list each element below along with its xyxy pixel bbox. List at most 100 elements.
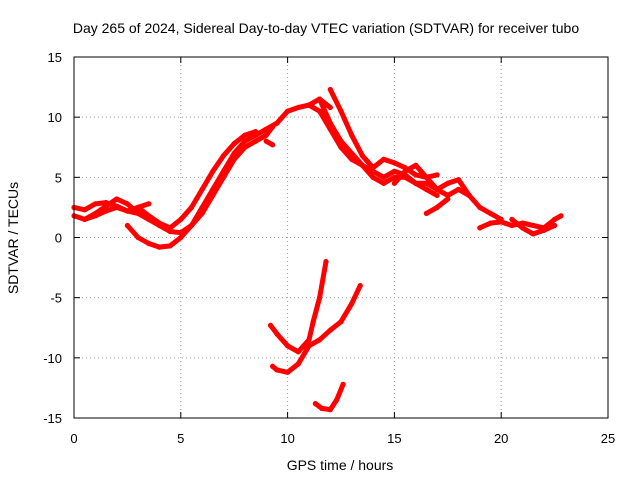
- data-point: [92, 213, 98, 219]
- y-tick-label: 15: [48, 50, 62, 65]
- data-point: [327, 104, 333, 111]
- data-point: [402, 168, 408, 174]
- data-point: [124, 201, 130, 207]
- data-point: [509, 216, 515, 222]
- data-point: [231, 150, 237, 156]
- data-point: [349, 301, 355, 307]
- data-point: [552, 222, 558, 229]
- data-point: [156, 220, 162, 226]
- data-point: [210, 168, 216, 174]
- data-point: [178, 216, 184, 222]
- data-point: [274, 367, 280, 373]
- data-point: [167, 225, 173, 231]
- data-point: [530, 231, 536, 237]
- data-point: [509, 222, 515, 229]
- data-point: [295, 361, 301, 367]
- data-point: [370, 174, 376, 180]
- data-point: [317, 295, 323, 301]
- series-arc-14: [268, 259, 329, 355]
- data-point: [103, 203, 109, 209]
- data-point: [220, 153, 227, 159]
- data-point: [82, 216, 88, 222]
- series-arc-15: [270, 283, 363, 375]
- data-point: [434, 204, 440, 210]
- data-point: [327, 120, 333, 126]
- data-point: [178, 234, 184, 241]
- data-point: [477, 204, 483, 210]
- data-point: [274, 120, 280, 126]
- data-point: [445, 196, 451, 202]
- data-point: [267, 322, 274, 328]
- data-point: [146, 213, 152, 219]
- data-point: [253, 129, 259, 135]
- x-tick-label: 5: [177, 431, 184, 446]
- data-point: [327, 407, 333, 413]
- data-point: [135, 210, 141, 216]
- data-point: [317, 108, 323, 114]
- x-tick-label: 25: [601, 431, 615, 446]
- data-point: [391, 168, 397, 174]
- x-tick-label: 15: [387, 431, 401, 446]
- data-point: [295, 349, 301, 355]
- data-point: [349, 132, 355, 138]
- data-point: [381, 180, 387, 186]
- data-point: [558, 213, 564, 219]
- data-point: [295, 104, 301, 111]
- data-point: [135, 234, 141, 241]
- data-point: [520, 225, 526, 231]
- data-point: [423, 210, 429, 216]
- data-point: [270, 142, 276, 148]
- data-point: [114, 204, 120, 210]
- data-point: [285, 343, 291, 349]
- data-point: [413, 180, 419, 186]
- y-tick-label: -5: [50, 291, 62, 306]
- data-point: [391, 180, 397, 186]
- data-point: [357, 283, 363, 289]
- x-tick-label: 0: [70, 431, 77, 446]
- data-point: [285, 369, 291, 375]
- data-point: [359, 153, 365, 159]
- chart-title: Day 265 of 2024, Sidereal Day-to-day VTE…: [73, 20, 580, 36]
- data-point: [167, 228, 173, 235]
- data-point: [338, 108, 344, 114]
- y-tick-label: -10: [43, 351, 62, 366]
- data-point: [92, 201, 98, 207]
- y-tick-label: 0: [55, 231, 62, 246]
- data-point: [477, 225, 483, 231]
- data-point: [274, 331, 280, 337]
- data-point: [413, 162, 419, 168]
- data-point: [317, 337, 323, 343]
- data-point: [231, 141, 237, 147]
- data-point: [359, 162, 365, 168]
- data-point: [445, 180, 451, 186]
- data-point: [530, 222, 536, 229]
- data-point: [487, 220, 494, 226]
- series-arc-9: [317, 96, 504, 222]
- data-point: [413, 172, 419, 178]
- y-axis-label: SDTVAR / TECUs: [5, 182, 21, 294]
- grid: [74, 57, 608, 418]
- data-point: [340, 381, 346, 387]
- x-tick-labels: 0 5 10 15 20 25: [70, 431, 615, 446]
- data-point: [156, 244, 162, 250]
- data-point: [242, 132, 248, 138]
- data-point: [323, 259, 329, 265]
- data-point: [381, 156, 387, 162]
- data-point: [306, 337, 312, 343]
- data-point: [253, 138, 259, 144]
- data-point: [391, 160, 397, 166]
- data-point: [455, 177, 462, 183]
- data-point: [124, 222, 130, 229]
- data-point: [199, 204, 205, 210]
- data-point: [310, 319, 316, 325]
- data-series-group: [71, 86, 564, 413]
- data-point: [285, 108, 291, 114]
- data-point: [487, 210, 494, 216]
- data-point: [135, 204, 141, 210]
- data-point: [199, 186, 205, 192]
- data-point: [188, 222, 195, 229]
- data-point: [306, 102, 312, 108]
- data-point: [541, 227, 547, 233]
- data-point: [270, 363, 276, 369]
- series-arc-8: [327, 87, 440, 180]
